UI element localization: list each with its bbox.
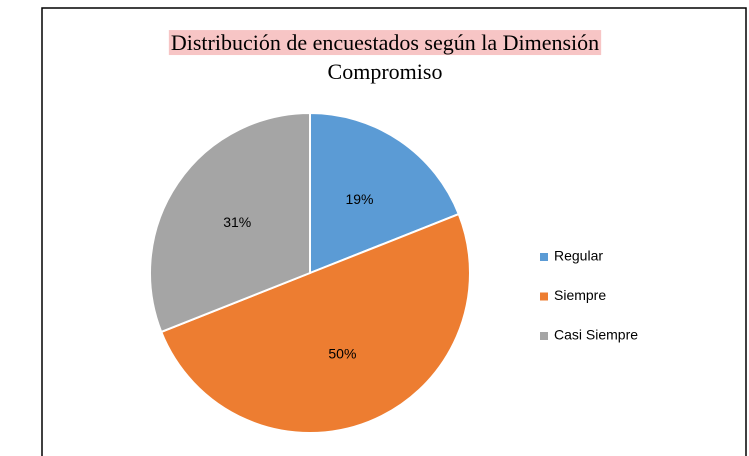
pie-slice <box>159 212 471 434</box>
chart-title: Distribución de encuestados según la Dim… <box>171 30 599 55</box>
legend-swatch <box>540 292 548 301</box>
data-label: 31% <box>223 214 251 230</box>
legend-swatch <box>540 253 548 261</box>
pie-slice <box>309 111 461 275</box>
legend-label: Siempre <box>554 287 606 303</box>
legend-swatch <box>540 332 548 340</box>
chart-subtitle: Compromiso <box>328 59 443 84</box>
pie-slice <box>149 111 311 334</box>
title-highlight <box>168 30 602 56</box>
data-label: 50% <box>328 346 356 362</box>
data-label: 19% <box>345 191 373 207</box>
legend-label: Regular <box>554 248 603 264</box>
legend-label: Casi Siempre <box>554 327 638 343</box>
chart-frame <box>41 7 747 456</box>
